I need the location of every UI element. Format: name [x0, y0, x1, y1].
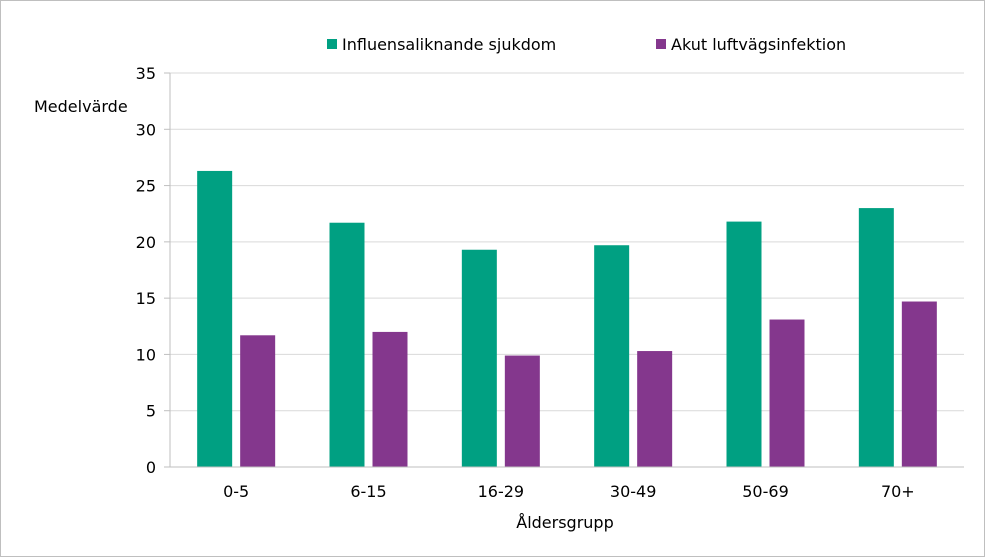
bar-akut-30-49 [637, 351, 673, 467]
bars [197, 170, 937, 468]
legend-label: Influensaliknande sjukdom [342, 35, 556, 54]
bar-akut-70+ [901, 301, 937, 467]
y-tick-label: 5 [146, 402, 156, 421]
y-tick-label: 10 [136, 345, 156, 364]
y-axis-title: Medelvärde [34, 97, 128, 116]
legend-swatch [656, 39, 666, 49]
bar-influensaliknande-70+ [858, 208, 894, 468]
x-tick-label: 6-15 [350, 482, 386, 501]
bar-akut-6-15 [372, 331, 408, 467]
bar-akut-50-69 [769, 319, 805, 467]
x-tick-label: 16-29 [478, 482, 525, 501]
y-tick-label: 20 [136, 233, 156, 252]
legend-swatch [327, 39, 337, 49]
y-tick-label: 25 [136, 177, 156, 196]
y-tick-labels: 0 5 10 15 20 25 30 35 [136, 64, 156, 477]
x-tick-label: 50-69 [742, 482, 789, 501]
x-tick-label: 70+ [881, 482, 915, 501]
legend-label: Akut luftvägsinfektion [671, 35, 846, 54]
x-tick-label: 30-49 [610, 482, 657, 501]
bar-influensaliknande-0-5 [197, 170, 233, 468]
bar-akut-0-5 [240, 335, 276, 467]
gridlines [164, 72, 964, 468]
x-tick-labels: 0-5 6-15 16-29 30-49 50-69 70+ [223, 482, 915, 501]
y-tick-label: 0 [146, 458, 156, 477]
y-tick-label: 30 [136, 120, 156, 139]
legend: Influensaliknande sjukdom Akut luftvägsin… [327, 35, 846, 54]
x-tick-label: 0-5 [223, 482, 249, 501]
bar-influensaliknande-6-15 [329, 222, 365, 467]
bar-influensaliknande-16-29 [461, 249, 497, 467]
y-tick-label: 15 [136, 289, 156, 308]
bar-influensaliknande-50-69 [726, 221, 762, 467]
y-tick-label: 35 [136, 64, 156, 83]
bar-akut-16-29 [504, 355, 540, 467]
x-axis-title: Åldersgrupp [516, 513, 614, 532]
bar-influensaliknande-30-49 [594, 245, 630, 467]
